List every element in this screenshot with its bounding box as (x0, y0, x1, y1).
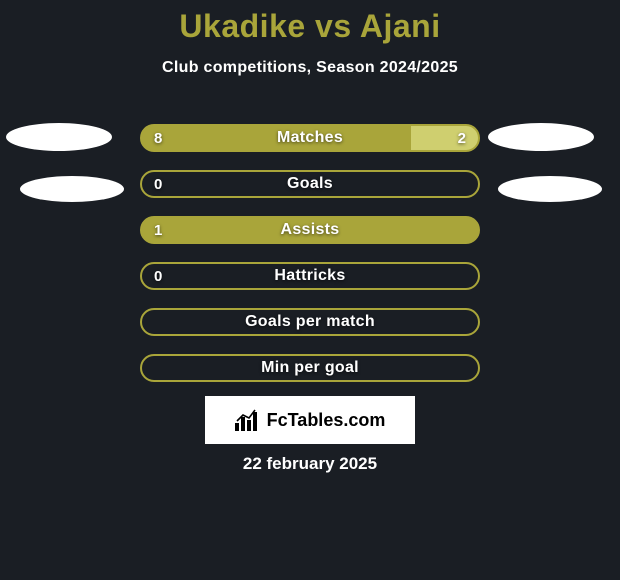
stat-bar: Goals per match (140, 308, 480, 336)
stat-value-left: 0 (154, 264, 162, 288)
stat-label: Goals (142, 172, 478, 196)
stat-row: Goals0 (0, 166, 620, 212)
stat-bar: Hattricks0 (140, 262, 480, 290)
stat-label: Matches (142, 126, 478, 150)
stat-label: Min per goal (142, 356, 478, 380)
stat-bar: Matches8 2 (140, 124, 480, 152)
stat-row: Min per goal (0, 350, 620, 396)
player2-name: Ajani (360, 8, 441, 44)
stat-label: Hattricks (142, 264, 478, 288)
player1-name: Ukadike (179, 8, 305, 44)
stat-label: Assists (142, 218, 478, 242)
stat-row: Goals per match (0, 304, 620, 350)
stat-row: Assists1 (0, 212, 620, 258)
comparison-infographic: Ukadike vs Ajani Club competitions, Seas… (0, 0, 620, 580)
stats-bars: Matches82Goals0Assists1Hattricks0Goals p… (0, 120, 620, 396)
stat-bar: Min per goal (140, 354, 480, 382)
vs-text: vs (306, 8, 360, 44)
page-title: Ukadike vs Ajani (0, 0, 620, 45)
stat-label: Goals per match (142, 310, 478, 334)
stat-bar: Goals0 (140, 170, 480, 198)
watermark-text: FcTables.com (267, 410, 386, 431)
stat-value-right: 2 (458, 126, 466, 150)
footer-date: 22 february 2025 (0, 454, 620, 474)
stat-row: Matches8 2 (0, 120, 620, 166)
stat-value-left: 1 (154, 218, 162, 242)
stat-row: Hattricks0 (0, 258, 620, 304)
stat-value-left: 0 (154, 172, 162, 196)
watermark: FcTables.com (205, 396, 415, 444)
bars-icon (235, 409, 261, 431)
subtitle: Club competitions, Season 2024/2025 (0, 59, 620, 77)
stat-bar: Assists1 (140, 216, 480, 244)
stat-value-left: 8 (154, 126, 162, 150)
